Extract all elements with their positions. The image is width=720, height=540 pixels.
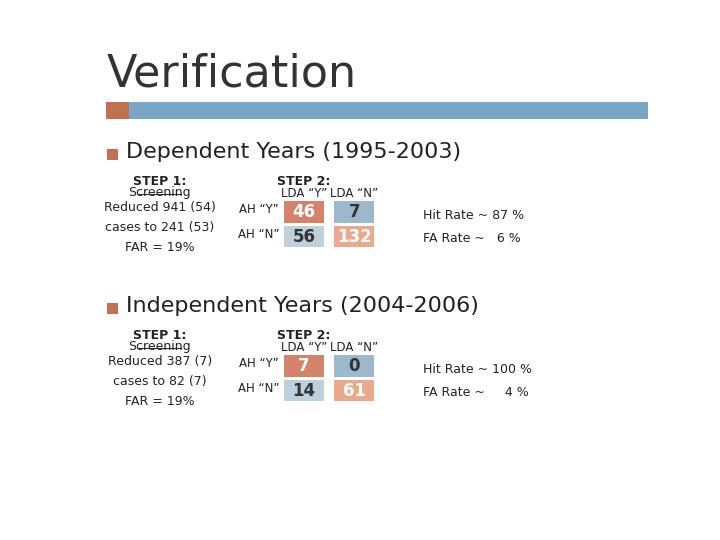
Text: 7: 7 (298, 357, 310, 375)
Text: AH “Y”: AH “Y” (240, 203, 279, 216)
Text: STEP 1:: STEP 1: (133, 175, 186, 188)
FancyBboxPatch shape (284, 380, 324, 401)
Text: Screening: Screening (128, 186, 191, 199)
Text: Independent Years (2004-2006): Independent Years (2004-2006) (126, 296, 479, 316)
FancyBboxPatch shape (107, 303, 118, 314)
Text: 7: 7 (348, 203, 360, 221)
Text: Dependent Years (1995-2003): Dependent Years (1995-2003) (126, 142, 461, 162)
Text: Hit Rate ~ 87 %
FA Rate ~   6 %: Hit Rate ~ 87 % FA Rate ~ 6 % (423, 209, 524, 245)
Text: STEP 2:: STEP 2: (277, 329, 330, 342)
Text: AH “Y”: AH “Y” (240, 357, 279, 370)
FancyBboxPatch shape (284, 201, 324, 222)
Text: LDA “N”: LDA “N” (330, 187, 378, 200)
FancyBboxPatch shape (106, 102, 129, 119)
Text: Verification: Verification (107, 52, 357, 96)
FancyBboxPatch shape (334, 226, 374, 247)
Text: AH “N”: AH “N” (238, 228, 279, 241)
FancyBboxPatch shape (334, 201, 374, 222)
FancyBboxPatch shape (129, 102, 648, 119)
Text: LDA “Y”: LDA “Y” (281, 341, 327, 354)
Text: 56: 56 (292, 227, 315, 246)
Text: Hit Rate ~ 100 %
FA Rate ~     4 %: Hit Rate ~ 100 % FA Rate ~ 4 % (423, 363, 532, 399)
Text: Reduced 387 (7)
cases to 82 (7)
FAR = 19%: Reduced 387 (7) cases to 82 (7) FAR = 19… (107, 355, 212, 408)
FancyBboxPatch shape (284, 355, 324, 377)
Text: STEP 2:: STEP 2: (277, 175, 330, 188)
Text: Reduced 941 (54)
cases to 241 (53)
FAR = 19%: Reduced 941 (54) cases to 241 (53) FAR =… (104, 201, 216, 254)
Text: 0: 0 (348, 357, 360, 375)
Text: AH “N”: AH “N” (238, 382, 279, 395)
FancyBboxPatch shape (284, 226, 324, 247)
FancyBboxPatch shape (334, 355, 374, 377)
Text: 46: 46 (292, 203, 315, 221)
Text: LDA “Y”: LDA “Y” (281, 187, 327, 200)
FancyBboxPatch shape (334, 380, 374, 401)
Text: 132: 132 (337, 227, 372, 246)
Text: 61: 61 (343, 381, 366, 400)
Text: 14: 14 (292, 381, 315, 400)
Text: Screening: Screening (128, 340, 191, 353)
FancyBboxPatch shape (107, 148, 118, 159)
Text: LDA “N”: LDA “N” (330, 341, 378, 354)
Text: STEP 1:: STEP 1: (133, 329, 186, 342)
